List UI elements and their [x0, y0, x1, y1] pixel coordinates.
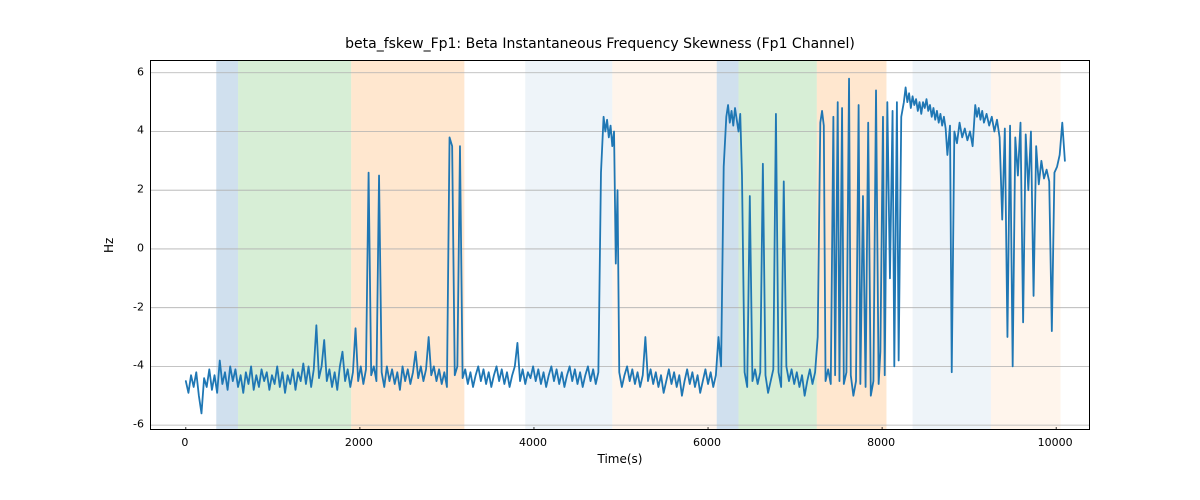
y-tick-label: -6 [118, 418, 144, 431]
y-tick-label: 2 [118, 183, 144, 196]
shade-band [717, 61, 739, 430]
y-tick-label: 0 [118, 241, 144, 254]
x-tick-label: 2000 [345, 436, 373, 449]
figure: beta_fskew_Fp1: Beta Instantaneous Frequ… [0, 0, 1200, 500]
chart-title: beta_fskew_Fp1: Beta Instantaneous Frequ… [0, 36, 1200, 52]
plot-area [150, 60, 1090, 430]
y-tick-label: -4 [118, 359, 144, 372]
x-tick-label: 6000 [693, 436, 721, 449]
x-tick-label: 4000 [519, 436, 547, 449]
x-axis-label: Time(s) [150, 452, 1090, 466]
x-tick-label: 0 [181, 436, 188, 449]
y-tick-label: 4 [118, 124, 144, 137]
x-tick-label: 10000 [1038, 436, 1073, 449]
y-axis-label: Hz [102, 238, 116, 253]
plot-svg [151, 61, 1090, 430]
y-tick-label: -2 [118, 300, 144, 313]
x-tick-label: 8000 [867, 436, 895, 449]
y-tick-label: 6 [118, 65, 144, 78]
